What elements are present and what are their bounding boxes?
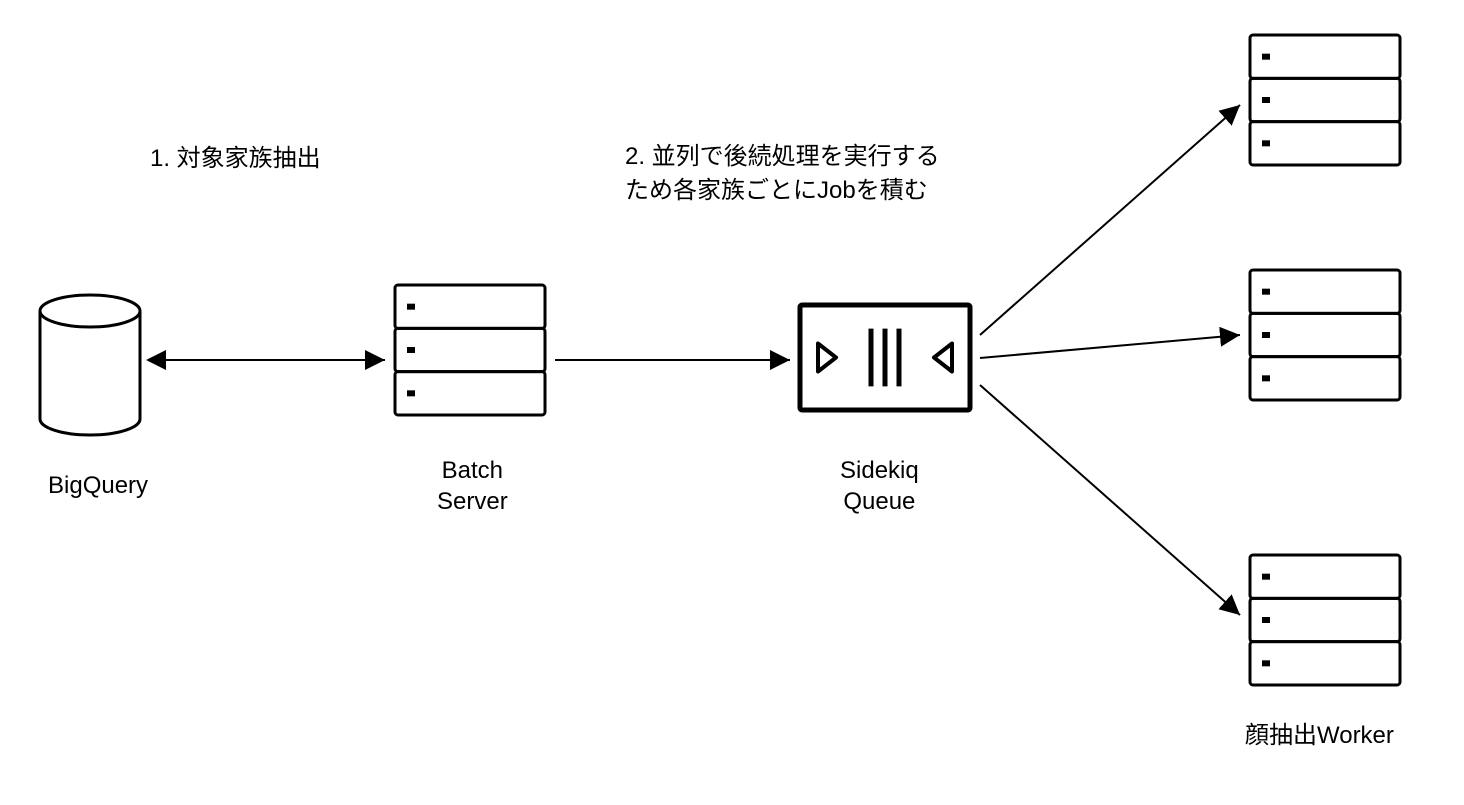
annotation-2: 2. 並列で後続処理を実行する ため各家族ごとにJobを積む xyxy=(625,140,940,207)
batch_server-label: Batch Server xyxy=(437,455,508,517)
sidekiq_queue-label: Sidekiq Queue xyxy=(840,455,919,517)
edge-2 xyxy=(980,105,1240,335)
annotation-1: 1. 対象家族抽出 xyxy=(150,142,321,176)
worker3-node xyxy=(1250,555,1400,685)
batch_server-node xyxy=(395,285,545,415)
workers_label-label: 顔抽出Worker xyxy=(1245,720,1394,751)
sidekiq_queue-node xyxy=(800,305,970,410)
edge-4 xyxy=(980,385,1240,615)
architecture-diagram: BigQuery Batch Server Sidekiq Queue 顔抽出Work… xyxy=(0,0,1464,800)
bigquery-node xyxy=(40,295,140,435)
edge-3 xyxy=(980,335,1240,358)
worker1-node xyxy=(1250,35,1400,165)
diagram-svg xyxy=(0,0,1464,800)
bigquery-label: BigQuery xyxy=(48,470,148,501)
worker2-node xyxy=(1250,270,1400,400)
